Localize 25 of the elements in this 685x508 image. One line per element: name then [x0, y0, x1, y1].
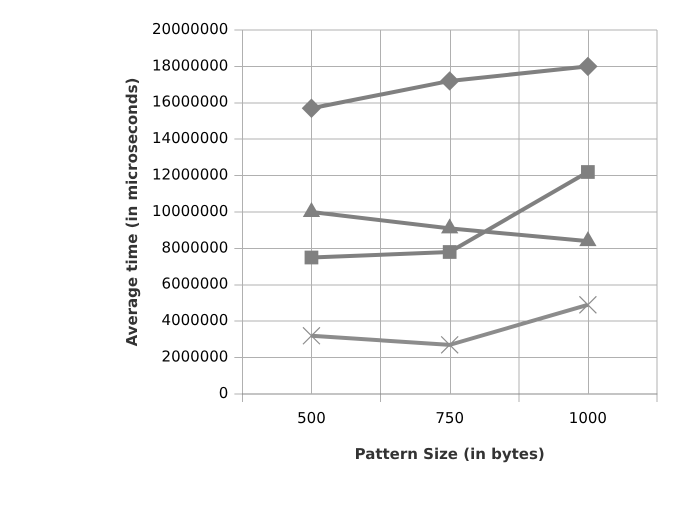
point: [304, 250, 318, 264]
point: [578, 296, 597, 314]
x-tick-label: 500: [297, 408, 326, 427]
point: [578, 56, 598, 76]
point: [581, 165, 595, 179]
x-tick-label: 750: [435, 408, 464, 427]
x-tick-label: 1000: [568, 408, 607, 427]
y-axis-title: Average time (in microseconds): [122, 78, 141, 346]
y-tick-label: 8000000: [162, 238, 228, 256]
y-tick-label: 10000000: [152, 202, 228, 220]
y-tick-label: 4000000: [162, 311, 228, 330]
point: [302, 98, 321, 118]
y-tick-label: 6000000: [162, 274, 228, 293]
y-tick-label: 2000000: [162, 347, 228, 366]
y-tick-label: 0: [218, 384, 228, 402]
y-tick-label: 16000000: [152, 92, 228, 111]
point: [440, 336, 459, 354]
point: [442, 245, 457, 259]
y-tick-label: 20000000: [152, 20, 228, 38]
y-tick-label: 12000000: [152, 165, 228, 184]
x-axis-title: Pattern Size (in bytes): [354, 444, 545, 463]
y-tick-label: 18000000: [152, 56, 228, 74]
point: [440, 71, 460, 90]
point: [302, 326, 321, 345]
y-tick-label: 14000000: [152, 129, 228, 148]
